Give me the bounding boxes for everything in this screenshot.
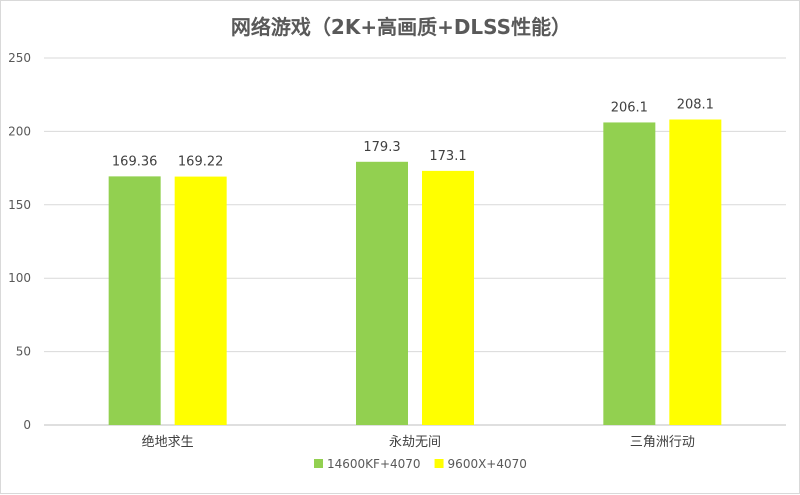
- legend: 14600KF+4070 9600X+4070: [314, 457, 527, 471]
- data-label: 208.1: [677, 98, 714, 113]
- y-tick-label: 100: [8, 271, 31, 285]
- legend-label: 14600KF+4070: [327, 457, 421, 471]
- legend-swatch: [314, 459, 323, 468]
- x-category-label: 永劫无间: [389, 435, 441, 450]
- bars: [108, 119, 722, 426]
- x-category-label: 三角洲行动: [630, 435, 695, 450]
- y-axis-ticks: 0 50 100 150 200 250: [8, 51, 31, 432]
- data-label: 169.22: [178, 155, 224, 170]
- data-labels: 169.36 169.22 179.3 173.1 206.1 208.1: [112, 98, 714, 170]
- bar: [356, 161, 408, 425]
- legend-swatch: [434, 459, 444, 468]
- data-label: 169.36: [112, 154, 158, 169]
- x-category-label: 绝地求生: [142, 434, 194, 450]
- bar: [603, 122, 656, 426]
- gridlines: [44, 57, 786, 426]
- y-tick-label: 250: [8, 51, 31, 65]
- bar: [174, 176, 227, 425]
- data-label: 179.3: [363, 140, 400, 155]
- y-tick-label: 200: [8, 124, 31, 138]
- bar: [108, 176, 161, 425]
- bar: [669, 119, 722, 425]
- data-label: 173.1: [429, 149, 466, 164]
- legend-label: 9600X+4070: [448, 457, 527, 471]
- chart-title: 网络游戏（2K+高画质+DLSS性能）: [231, 15, 571, 39]
- y-tick-label: 150: [8, 198, 31, 212]
- y-tick-label: 50: [16, 345, 31, 359]
- bar: [422, 170, 474, 425]
- y-tick-label: 0: [23, 418, 31, 432]
- x-axis-categories: 绝地求生 永劫无间 三角洲行动: [142, 434, 695, 450]
- data-label: 206.1: [611, 100, 648, 115]
